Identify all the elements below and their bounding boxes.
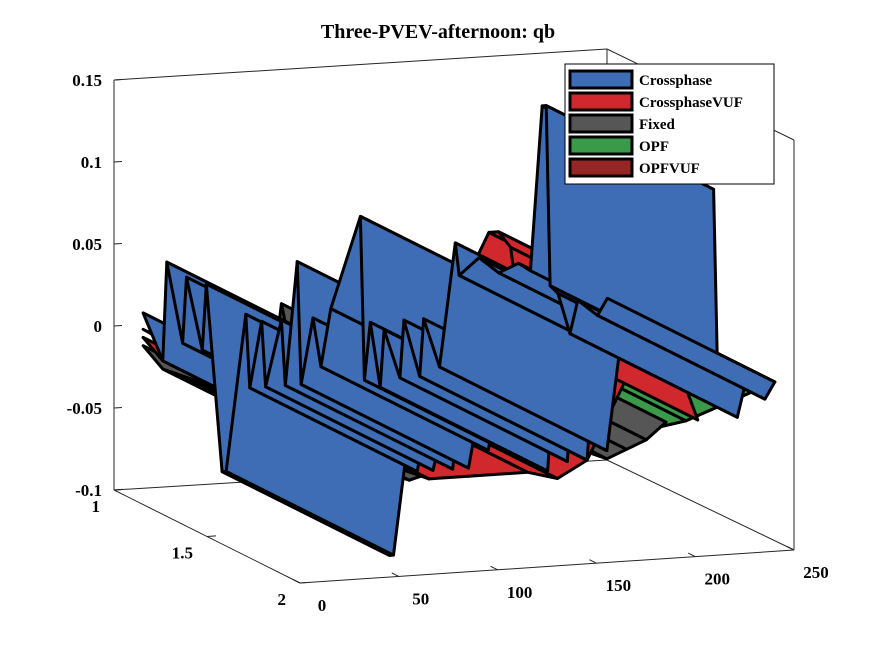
x-tick-label: 100 <box>507 583 533 602</box>
ribbon-segment-crossphase <box>596 296 777 401</box>
x-tick-mark <box>687 552 696 558</box>
x-tick-mark <box>391 572 400 577</box>
z-tick-label: 0.05 <box>72 235 102 254</box>
x-tick-mark <box>292 579 301 584</box>
series-ribbons <box>141 104 777 557</box>
legend-label-crossphase: Crossphase <box>639 73 712 89</box>
z-tick-label: 0.1 <box>81 153 102 172</box>
z-tick-mark <box>113 325 123 327</box>
legend-label-fixed: Fixed <box>639 117 675 133</box>
legend-swatch-crossphasevuf <box>568 91 634 112</box>
z-tick-label: 0.15 <box>72 71 102 90</box>
legend-label-opf: OPF <box>639 139 669 155</box>
legend-swatch-fixed <box>568 113 634 134</box>
x-tick-label: 150 <box>606 576 632 595</box>
z-tick-mark <box>113 161 123 163</box>
x-tick-label: 50 <box>412 589 429 608</box>
z-tick-label: -0.1 <box>75 481 102 500</box>
legend-swatch-crossphase <box>568 69 634 90</box>
z-tick-label: 0 <box>94 317 103 336</box>
y-tick-mark <box>113 488 124 491</box>
legend-label-crossphasevuf: CrossphaseVUF <box>639 95 743 111</box>
legend-swatch-opf <box>568 135 634 156</box>
axis-ticks: 0.15 0.1 0.05 0 -0.05 -0.1 0 50 100 150 200 250 1 1.5… <box>67 71 829 615</box>
y-tick-label: 1.5 <box>172 544 193 563</box>
y-tick-label: 2 <box>278 590 287 609</box>
legend-swatch-opfvuf <box>568 157 634 178</box>
x-tick-mark <box>490 565 498 571</box>
z-tick-mark <box>113 407 123 409</box>
y-tick-mark <box>206 535 217 537</box>
y-tick-label: 1 <box>92 497 101 516</box>
x-tick-mark <box>589 559 597 564</box>
legend-label-opfvuf: OPFVUF <box>639 161 700 177</box>
z-tick-mark <box>113 79 123 81</box>
x-tick-label: 0 <box>318 596 327 615</box>
y-tick-mark <box>299 581 310 584</box>
z-tick-mark <box>113 243 123 245</box>
x-tick-mark <box>786 546 795 551</box>
legend: Crossphase CrossphaseVUF Fixed OPF OPFVUF <box>564 63 775 185</box>
z-tick-label: -0.05 <box>67 399 102 418</box>
x-tick-label: 200 <box>704 570 730 589</box>
chart-title: Three-PVEV-afternoon: qb <box>321 21 555 43</box>
x-tick-label: 250 <box>803 563 829 582</box>
